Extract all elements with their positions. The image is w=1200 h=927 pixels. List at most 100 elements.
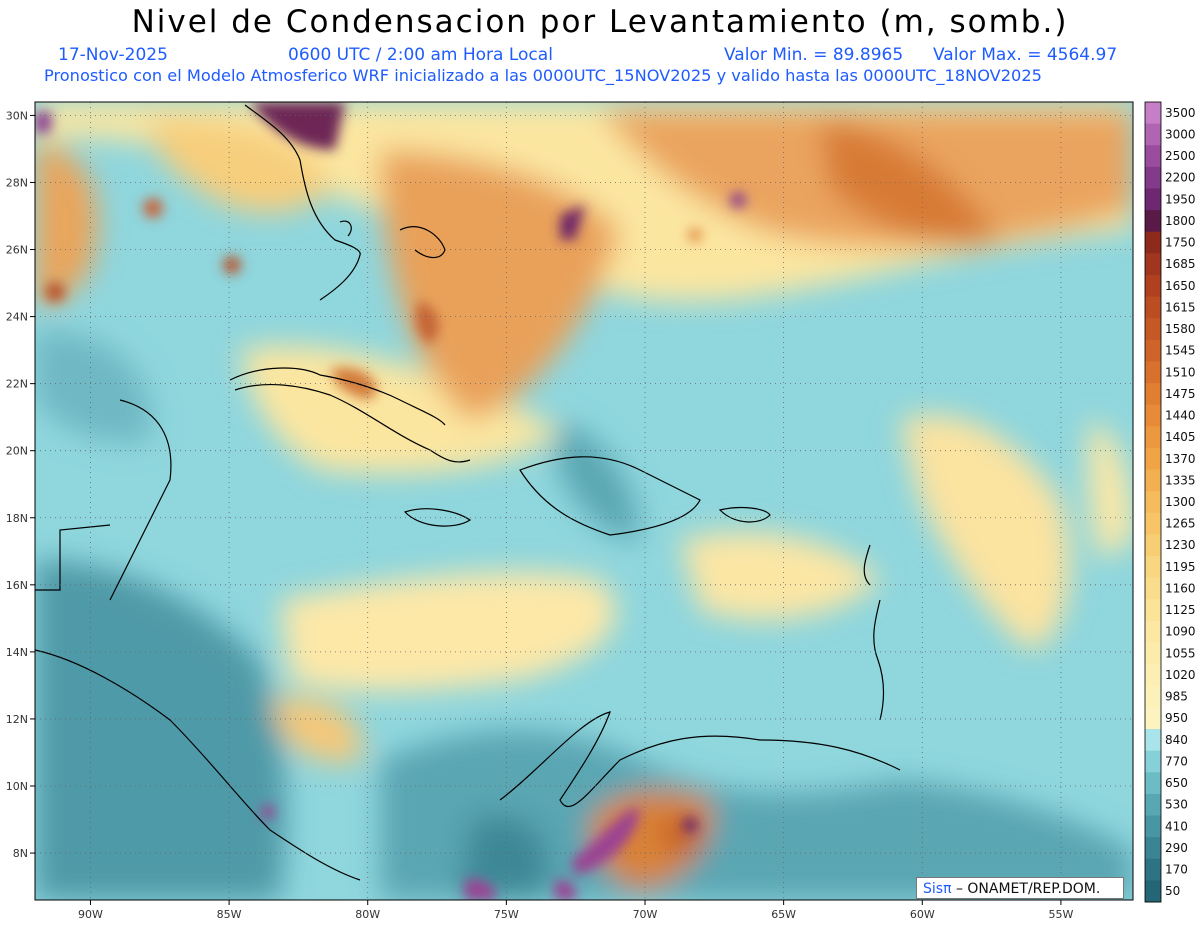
lon-tick-label: 85W bbox=[217, 908, 242, 921]
colorbar-label: 985 bbox=[1165, 690, 1188, 704]
colorbar-label: 1300 bbox=[1165, 495, 1196, 509]
colorbar-swatch bbox=[1145, 361, 1161, 384]
lat-tick-label: 12N bbox=[6, 713, 28, 726]
colorbar-label: 770 bbox=[1165, 754, 1188, 768]
colorbar-label: 1650 bbox=[1165, 279, 1196, 293]
colorbar-swatch bbox=[1145, 188, 1161, 211]
colorbar-swatch bbox=[1145, 447, 1161, 471]
lat-tick-label: 22N bbox=[6, 378, 28, 391]
colorbar-swatch bbox=[1145, 556, 1161, 579]
colorbar-swatch bbox=[1145, 642, 1161, 665]
max-value: Valor Max. = 4564.97 bbox=[933, 45, 1118, 65]
credit-box: Sisπ – ONAMET/REP.DOM. bbox=[916, 877, 1124, 899]
lat-tick-label: 30N bbox=[6, 109, 28, 122]
colorbar-label: 2500 bbox=[1165, 149, 1196, 163]
colorbar-swatch bbox=[1145, 772, 1161, 795]
colorbar-label: 840 bbox=[1165, 733, 1188, 747]
colorbar-label: 1125 bbox=[1165, 603, 1196, 617]
colorbar-label: 1160 bbox=[1165, 581, 1196, 595]
colorbar-swatch bbox=[1145, 880, 1161, 903]
colorbar-label: 1055 bbox=[1165, 646, 1196, 660]
colorbar-label: 1335 bbox=[1165, 473, 1196, 487]
lat-tick-label: 10N bbox=[6, 780, 28, 793]
min-value: Valor Min. = 89.8965 bbox=[724, 45, 904, 65]
plot-frame bbox=[34, 101, 1134, 901]
colorbar-label: 1800 bbox=[1165, 214, 1196, 228]
colorbar-swatch bbox=[1145, 296, 1161, 319]
brand-logo: Sisπ bbox=[923, 881, 952, 897]
lat-tick-label: 8N bbox=[13, 847, 28, 860]
longitude-axis: 90W 85W 80W 75W 70W 65W 60W 55W bbox=[78, 900, 1073, 921]
colorbar-label: 530 bbox=[1165, 798, 1188, 812]
colorbar-label: 410 bbox=[1165, 819, 1188, 833]
colorbar-swatch bbox=[1145, 166, 1161, 189]
colorbar-swatch bbox=[1145, 534, 1161, 557]
colorbar-label: 3500 bbox=[1165, 106, 1196, 120]
colorbar-label: 1440 bbox=[1165, 409, 1196, 423]
colorbar-label: 1405 bbox=[1165, 430, 1196, 444]
colorbar-swatch bbox=[1145, 383, 1161, 406]
latitude-axis: 30N 28N 26N 24N 22N 20N 18N 16N 14N 12N 10N 8N bbox=[6, 109, 35, 860]
colorbar-swatch bbox=[1145, 664, 1161, 687]
valid-time: 0600 UTC / 2:00 am Hora Local bbox=[288, 45, 553, 65]
colorbar-swatch bbox=[1145, 837, 1161, 860]
colorbar-swatch bbox=[1145, 318, 1161, 341]
colorbar-swatch bbox=[1145, 750, 1161, 773]
colorbar-label: 2200 bbox=[1165, 171, 1196, 185]
colorbar-label: 1580 bbox=[1165, 322, 1196, 336]
colorbar-swatch bbox=[1145, 210, 1161, 233]
colorbar-label: 1195 bbox=[1165, 560, 1196, 574]
map-title: Nivel de Condensacion por Levantamiento … bbox=[131, 4, 1069, 40]
colorbar-swatch bbox=[1145, 729, 1161, 752]
colorbar-label: 1545 bbox=[1165, 344, 1196, 358]
colorbar-swatch bbox=[1145, 793, 1161, 817]
lon-tick-label: 70W bbox=[633, 908, 658, 921]
lat-lon-grid bbox=[35, 102, 1133, 900]
colorbar-swatch bbox=[1145, 253, 1161, 276]
coastlines bbox=[35, 104, 901, 881]
colorbar-label: 1750 bbox=[1165, 236, 1196, 250]
lon-tick-label: 55W bbox=[1048, 908, 1073, 921]
colorbar-swatch bbox=[1145, 707, 1161, 730]
colorbar-swatch bbox=[1145, 685, 1161, 708]
colorbar: 3500 3000 2500 2200 1950 1800 1750 1685 1650 1615… bbox=[1144, 101, 1196, 903]
colorbar-swatch bbox=[1145, 274, 1161, 298]
colorbar-label: 3000 bbox=[1165, 127, 1196, 141]
forecast-note: Pronostico con el Modelo Atmosferico WRF… bbox=[44, 66, 1042, 85]
colorbar-swatch bbox=[1145, 858, 1161, 881]
colorbar-label: 1685 bbox=[1165, 257, 1196, 271]
lon-tick-label: 80W bbox=[355, 908, 380, 921]
colorbar-swatch bbox=[1145, 599, 1161, 622]
colorbar-label: 1090 bbox=[1165, 625, 1196, 639]
lat-tick-label: 20N bbox=[6, 445, 28, 458]
colorbar-swatch bbox=[1145, 815, 1161, 838]
colorbar-swatch bbox=[1145, 231, 1161, 254]
colorbar-swatch bbox=[1145, 426, 1161, 449]
lcl-field bbox=[35, 102, 1133, 900]
lat-tick-label: 28N bbox=[6, 176, 28, 189]
colorbar-swatch bbox=[1145, 339, 1161, 362]
colorbar-label: 1475 bbox=[1165, 387, 1196, 401]
colorbar-label: 1370 bbox=[1165, 452, 1196, 466]
colorbar-label: 1615 bbox=[1165, 300, 1196, 314]
lon-tick-label: 65W bbox=[771, 908, 796, 921]
colorbar-label: 950 bbox=[1165, 711, 1188, 725]
colorbar-swatch bbox=[1145, 145, 1161, 168]
colorbar-label: 170 bbox=[1165, 863, 1188, 877]
colorbar-swatch bbox=[1145, 620, 1161, 644]
colorbar-label: 1265 bbox=[1165, 517, 1196, 531]
lon-tick-label: 75W bbox=[494, 908, 519, 921]
lat-tick-label: 14N bbox=[6, 646, 28, 659]
lat-tick-label: 18N bbox=[6, 512, 28, 525]
colorbar-label: 1950 bbox=[1165, 192, 1196, 206]
colorbar-label: 50 bbox=[1165, 884, 1180, 898]
valid-date: 17-Nov-2025 bbox=[58, 45, 168, 65]
colorbar-label: 650 bbox=[1165, 776, 1188, 790]
colorbar-label: 1230 bbox=[1165, 538, 1196, 552]
lat-tick-label: 24N bbox=[6, 311, 28, 324]
lat-tick-label: 16N bbox=[6, 579, 28, 592]
colorbar-swatch bbox=[1145, 512, 1161, 535]
lon-tick-label: 60W bbox=[910, 908, 935, 921]
colorbar-swatch bbox=[1145, 102, 1161, 125]
